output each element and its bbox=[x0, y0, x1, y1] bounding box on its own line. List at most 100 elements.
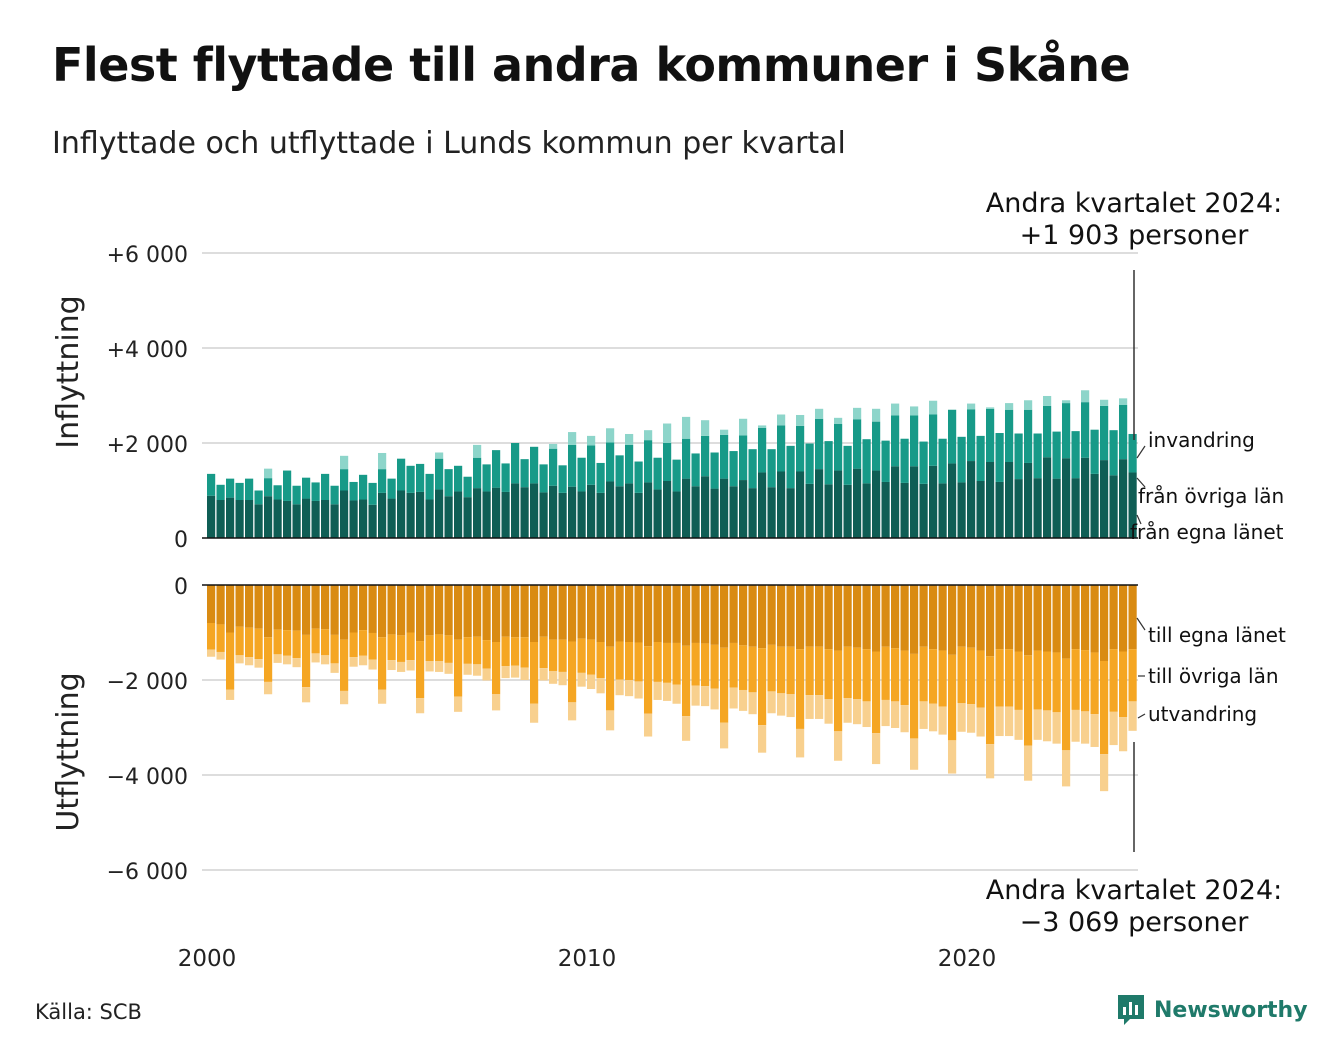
bar-till-egna-lanet bbox=[549, 585, 558, 640]
bar-fran-ovriga-lan bbox=[463, 476, 472, 498]
bar-till-egna-lanet bbox=[302, 585, 311, 635]
bar-till-egna-lanet bbox=[330, 585, 339, 635]
bar-invandring bbox=[758, 425, 767, 428]
bar-fran-ovriga-lan bbox=[587, 445, 596, 485]
bar-till-egna-lanet bbox=[957, 585, 966, 647]
bar-fran-ovriga-lan bbox=[843, 445, 852, 485]
bar-till-egna-lanet bbox=[938, 585, 947, 651]
bar-fran-ovriga-lan bbox=[824, 441, 833, 485]
bar-till-ovriga-lan bbox=[1024, 655, 1033, 746]
bar-utvandring bbox=[834, 731, 843, 761]
bar-utvandring bbox=[539, 668, 548, 681]
bar-invandring bbox=[473, 444, 482, 458]
bar-fran-ovriga-lan bbox=[226, 478, 235, 498]
bar-fran-ovriga-lan bbox=[748, 449, 757, 489]
bar-fran-egna-lanet bbox=[625, 483, 634, 539]
bar-till-egna-lanet bbox=[444, 585, 453, 636]
bar-utvandring bbox=[748, 692, 757, 715]
bar-till-ovriga-lan bbox=[1062, 658, 1071, 751]
bar-fran-egna-lanet bbox=[1043, 457, 1052, 538]
bar-fran-ovriga-lan bbox=[767, 449, 776, 488]
bar-fran-ovriga-lan bbox=[473, 457, 482, 489]
bar-fran-egna-lanet bbox=[1100, 460, 1109, 538]
bar-till-ovriga-lan bbox=[663, 642, 672, 683]
bar-utvandring bbox=[1062, 750, 1071, 787]
bar-till-ovriga-lan bbox=[530, 642, 539, 704]
bar-invandring bbox=[1043, 395, 1052, 406]
bar-fran-ovriga-lan bbox=[549, 448, 558, 486]
inflyttning-bars bbox=[207, 390, 1137, 539]
bar-fran-egna-lanet bbox=[900, 482, 909, 538]
bar-till-ovriga-lan bbox=[207, 623, 216, 650]
bar-invandring bbox=[853, 407, 862, 420]
bar-fran-ovriga-lan bbox=[1062, 403, 1071, 459]
utflyttning-bars bbox=[207, 585, 1137, 792]
bar-fran-egna-lanet bbox=[387, 498, 396, 538]
bar-utvandring bbox=[995, 706, 1004, 737]
bar-fran-egna-lanet bbox=[881, 481, 890, 538]
bar-till-ovriga-lan bbox=[245, 627, 254, 658]
bar-invandring bbox=[986, 407, 995, 409]
bar-utvandring bbox=[1052, 712, 1061, 744]
bar-till-egna-lanet bbox=[473, 585, 482, 637]
bar-till-ovriga-lan bbox=[606, 646, 615, 711]
bar-till-egna-lanet bbox=[1014, 585, 1023, 652]
bar-invandring bbox=[967, 403, 976, 410]
bar-till-ovriga-lan bbox=[919, 646, 928, 702]
bar-till-egna-lanet bbox=[729, 585, 738, 643]
bar-fran-ovriga-lan bbox=[264, 478, 273, 497]
bar-fran-egna-lanet bbox=[283, 500, 292, 538]
bar-fran-ovriga-lan bbox=[330, 485, 339, 505]
bar-till-egna-lanet bbox=[815, 585, 824, 647]
bar-till-egna-lanet bbox=[929, 585, 938, 650]
bar-utvandring bbox=[568, 702, 577, 721]
bar-till-ovriga-lan bbox=[511, 637, 520, 666]
bar-fran-ovriga-lan bbox=[397, 458, 406, 491]
leader-utvandring bbox=[1137, 713, 1146, 719]
top-y-tick-labels: +6 000 +4 000 +2 000 0 bbox=[107, 243, 188, 553]
bar-fran-egna-lanet bbox=[672, 491, 681, 538]
bar-invandring bbox=[587, 435, 596, 446]
bar-till-egna-lanet bbox=[995, 585, 1004, 650]
bar-till-egna-lanet bbox=[1062, 585, 1071, 659]
bar-invandring bbox=[1024, 400, 1033, 410]
x-tick-labels: 2000 2010 2020 bbox=[178, 946, 997, 972]
bar-till-ovriga-lan bbox=[625, 642, 634, 680]
bar-till-ovriga-lan bbox=[406, 632, 415, 661]
bar-fran-egna-lanet bbox=[843, 484, 852, 538]
bar-utvandring bbox=[340, 690, 349, 705]
bar-utvandring bbox=[710, 688, 719, 710]
bar-fran-ovriga-lan bbox=[1043, 405, 1052, 458]
bar-invandring bbox=[815, 408, 824, 419]
bar-fran-ovriga-lan bbox=[1014, 433, 1023, 480]
bar-fran-ovriga-lan bbox=[359, 474, 368, 500]
bar-invandring bbox=[1119, 398, 1128, 405]
y-tick-label: 0 bbox=[174, 528, 188, 553]
bar-fran-ovriga-lan bbox=[577, 457, 586, 492]
bar-fran-ovriga-lan bbox=[216, 484, 225, 500]
bar-fran-egna-lanet bbox=[805, 483, 814, 538]
bar-fran-egna-lanet bbox=[568, 486, 577, 538]
bar-fran-egna-lanet bbox=[701, 476, 710, 538]
bar-fran-ovriga-lan bbox=[1119, 405, 1128, 460]
bar-till-egna-lanet bbox=[416, 585, 425, 642]
bar-fran-ovriga-lan bbox=[986, 408, 995, 462]
bar-utvandring bbox=[843, 698, 852, 723]
bar-till-egna-lanet bbox=[378, 585, 387, 638]
bar-till-egna-lanet bbox=[397, 585, 406, 636]
bar-utvandring bbox=[558, 671, 567, 686]
bar-till-ovriga-lan bbox=[416, 641, 425, 699]
bar-fran-ovriga-lan bbox=[321, 473, 330, 501]
bar-till-ovriga-lan bbox=[1014, 651, 1023, 710]
bar-till-egna-lanet bbox=[682, 585, 691, 646]
bar-till-ovriga-lan bbox=[216, 624, 225, 652]
bar-till-ovriga-lan bbox=[672, 642, 681, 685]
bar-fran-egna-lanet bbox=[1109, 475, 1118, 538]
bar-fran-egna-lanet bbox=[720, 478, 729, 539]
bar-till-ovriga-lan bbox=[568, 641, 577, 703]
bar-invandring bbox=[834, 417, 843, 424]
bar-fran-egna-lanet bbox=[748, 488, 757, 539]
bar-utvandring bbox=[910, 738, 919, 770]
bar-utvandring bbox=[967, 704, 976, 733]
bar-invandring bbox=[777, 414, 786, 426]
